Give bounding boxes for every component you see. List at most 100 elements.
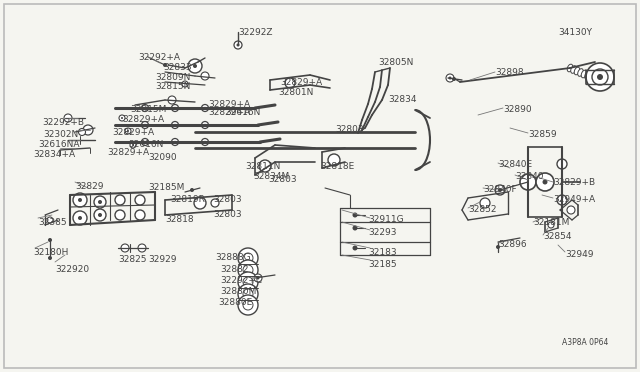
Text: 32829+A: 32829+A bbox=[208, 100, 250, 109]
Text: 32385: 32385 bbox=[38, 218, 67, 227]
Text: 32616NA: 32616NA bbox=[38, 140, 79, 149]
Circle shape bbox=[238, 248, 258, 268]
Text: 32854: 32854 bbox=[543, 232, 572, 241]
Circle shape bbox=[204, 124, 206, 126]
Text: 32180H: 32180H bbox=[33, 248, 68, 257]
Circle shape bbox=[48, 256, 52, 260]
Text: 32840F: 32840F bbox=[483, 185, 516, 194]
Circle shape bbox=[597, 74, 603, 80]
Circle shape bbox=[135, 195, 145, 205]
Circle shape bbox=[496, 245, 500, 249]
Circle shape bbox=[480, 198, 490, 208]
Circle shape bbox=[238, 260, 258, 280]
Ellipse shape bbox=[578, 69, 583, 76]
Circle shape bbox=[172, 122, 179, 128]
Text: 32829+A: 32829+A bbox=[280, 78, 322, 87]
Circle shape bbox=[127, 130, 129, 132]
Text: 32840: 32840 bbox=[515, 172, 543, 181]
Circle shape bbox=[141, 105, 148, 112]
Ellipse shape bbox=[588, 73, 594, 81]
Circle shape bbox=[135, 210, 145, 220]
Circle shape bbox=[125, 128, 131, 134]
Circle shape bbox=[202, 122, 209, 128]
Text: 32911G: 32911G bbox=[368, 215, 404, 224]
Circle shape bbox=[498, 188, 502, 192]
Circle shape bbox=[98, 213, 102, 217]
Text: 32819R: 32819R bbox=[170, 195, 205, 204]
Ellipse shape bbox=[581, 70, 587, 78]
Text: 32302N: 32302N bbox=[43, 130, 78, 139]
Text: 32803: 32803 bbox=[268, 175, 296, 184]
Text: 32834: 32834 bbox=[388, 95, 417, 104]
Text: 32834M: 32834M bbox=[253, 172, 289, 181]
Circle shape bbox=[168, 96, 176, 104]
Circle shape bbox=[190, 188, 194, 192]
Circle shape bbox=[548, 222, 554, 228]
Circle shape bbox=[557, 159, 567, 169]
Text: 32292+A: 32292+A bbox=[138, 53, 180, 62]
Circle shape bbox=[141, 122, 148, 128]
Ellipse shape bbox=[567, 64, 573, 72]
Text: 32185M: 32185M bbox=[148, 183, 184, 192]
Circle shape bbox=[144, 124, 146, 126]
Circle shape bbox=[536, 173, 554, 191]
Text: 32829: 32829 bbox=[75, 182, 104, 191]
Text: 32929: 32929 bbox=[148, 255, 177, 264]
Text: 32829+B: 32829+B bbox=[553, 178, 595, 187]
Text: 32811N: 32811N bbox=[245, 162, 280, 171]
Text: 32898: 32898 bbox=[495, 68, 524, 77]
Text: 32803: 32803 bbox=[213, 195, 242, 204]
Circle shape bbox=[353, 225, 358, 231]
Circle shape bbox=[83, 125, 93, 135]
Circle shape bbox=[211, 199, 219, 207]
Text: 32292+B: 32292+B bbox=[42, 118, 84, 127]
Text: 32809N: 32809N bbox=[155, 73, 190, 82]
Circle shape bbox=[48, 238, 52, 242]
Text: 32818E: 32818E bbox=[320, 162, 355, 171]
Ellipse shape bbox=[592, 75, 597, 82]
Circle shape bbox=[353, 246, 358, 250]
Circle shape bbox=[243, 253, 253, 263]
Circle shape bbox=[204, 141, 206, 143]
Circle shape bbox=[238, 272, 258, 292]
Circle shape bbox=[452, 77, 456, 81]
Text: 32829+A: 32829+A bbox=[122, 115, 164, 124]
Text: 32829+A: 32829+A bbox=[112, 128, 154, 137]
Circle shape bbox=[79, 128, 86, 135]
Circle shape bbox=[353, 212, 358, 218]
Circle shape bbox=[243, 277, 253, 287]
Circle shape bbox=[520, 174, 536, 190]
Text: 32840E: 32840E bbox=[498, 160, 532, 169]
Text: 32949: 32949 bbox=[565, 250, 593, 259]
Circle shape bbox=[328, 154, 340, 166]
Circle shape bbox=[202, 138, 209, 145]
Circle shape bbox=[94, 209, 106, 221]
Circle shape bbox=[592, 69, 608, 85]
Text: 32801N: 32801N bbox=[278, 88, 314, 97]
Circle shape bbox=[144, 141, 146, 143]
Circle shape bbox=[64, 114, 72, 122]
Circle shape bbox=[130, 142, 136, 148]
Circle shape bbox=[188, 59, 202, 73]
Text: 32888G: 32888G bbox=[215, 253, 251, 262]
Ellipse shape bbox=[595, 76, 601, 84]
Text: 322920: 322920 bbox=[55, 265, 89, 274]
Text: 32815M: 32815M bbox=[130, 105, 166, 114]
Text: 32183: 32183 bbox=[368, 248, 397, 257]
Circle shape bbox=[193, 64, 197, 68]
Text: 32815N: 32815N bbox=[155, 82, 190, 91]
Text: 32616N: 32616N bbox=[225, 108, 260, 117]
Text: 32949+A: 32949+A bbox=[553, 195, 595, 204]
Text: 32825: 32825 bbox=[118, 255, 147, 264]
Circle shape bbox=[182, 81, 188, 87]
Circle shape bbox=[243, 289, 253, 299]
Text: 32896: 32896 bbox=[498, 240, 527, 249]
Text: 32805N: 32805N bbox=[378, 58, 413, 67]
Text: 32616N: 32616N bbox=[128, 140, 163, 149]
Text: 32829+A: 32829+A bbox=[107, 148, 149, 157]
Text: 32292+C: 32292+C bbox=[220, 276, 262, 285]
Circle shape bbox=[446, 74, 454, 82]
Text: 32890: 32890 bbox=[503, 105, 532, 114]
Circle shape bbox=[172, 105, 179, 112]
Circle shape bbox=[121, 117, 123, 119]
